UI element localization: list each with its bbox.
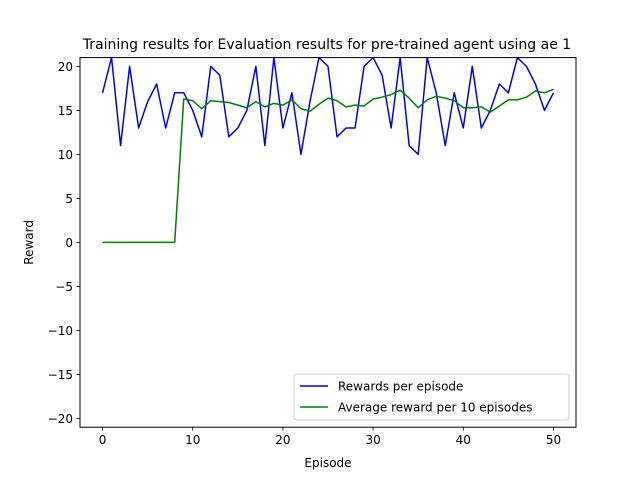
x-tick-label: 20: [275, 433, 290, 447]
x-tick-label: 30: [365, 433, 380, 447]
legend: Rewards per episode Average reward per 10…: [293, 373, 570, 421]
series-line-2: [102, 88, 554, 244]
y-axis-label: Reward: [22, 220, 36, 265]
legend-label-2: Average reward per 10 episodes: [338, 401, 532, 415]
x-tick-label: 0: [99, 433, 107, 447]
legend-box: [293, 373, 570, 421]
y-tick-label: 0: [65, 236, 73, 250]
x-axis-ticks: 0 10 20 30 40 50: [99, 427, 561, 447]
x-axis-label: Episode: [304, 456, 351, 470]
legend-label-1: Rewards per episode: [338, 380, 463, 394]
x-tick-label: 10: [185, 433, 200, 447]
y-tick-label: 10: [58, 148, 73, 162]
y-tick-label: −20: [48, 412, 73, 426]
x-tick-label: 50: [546, 433, 561, 447]
y-tick-label: 15: [58, 104, 73, 118]
plot-lines: [101, 56, 555, 244]
y-tick-label: −10: [48, 324, 73, 338]
y-axis-ticks: −20 −15 −10 −5 0 5 10 15 20: [48, 60, 80, 426]
y-tick-label: 5: [65, 192, 73, 206]
x-tick-label: 40: [456, 433, 471, 447]
y-tick-label: 20: [58, 60, 73, 74]
y-tick-label: −15: [48, 368, 73, 382]
chart-title: Training results for Evaluation results …: [82, 37, 571, 53]
y-tick-label: −5: [55, 280, 73, 294]
